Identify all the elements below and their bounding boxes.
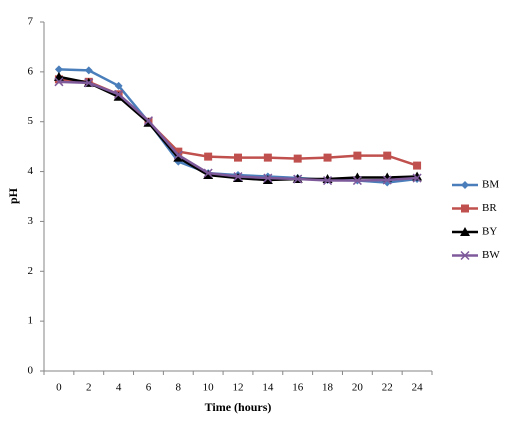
legend-label: BY bbox=[482, 226, 497, 238]
y-tick-label: 5 bbox=[28, 115, 34, 127]
marker bbox=[84, 78, 94, 88]
y-tick-label: 6 bbox=[28, 65, 34, 77]
marker bbox=[113, 91, 124, 101]
y-tick-label: 3 bbox=[28, 215, 34, 227]
marker bbox=[263, 153, 272, 162]
marker bbox=[263, 173, 273, 183]
marker bbox=[353, 151, 362, 160]
marker bbox=[352, 176, 362, 186]
legend-label: BM bbox=[482, 179, 499, 191]
marker bbox=[84, 66, 93, 75]
legend-label: BW bbox=[482, 249, 500, 261]
marker bbox=[173, 152, 184, 162]
marker bbox=[174, 147, 183, 156]
x-tick-label: 18 bbox=[322, 382, 334, 394]
marker bbox=[293, 174, 303, 184]
marker bbox=[323, 176, 333, 186]
marker bbox=[383, 151, 392, 160]
x-tick-label: 16 bbox=[292, 382, 304, 394]
x-tick-label: 6 bbox=[146, 382, 152, 394]
marker bbox=[323, 153, 332, 162]
marker bbox=[382, 175, 392, 185]
x-tick-label: 0 bbox=[56, 382, 62, 394]
x-tick-label: 4 bbox=[116, 382, 122, 394]
marker bbox=[413, 161, 422, 170]
y-axis-title: pH bbox=[6, 187, 20, 204]
series-line bbox=[58, 80, 418, 182]
marker bbox=[54, 65, 63, 74]
y-tick-label: 4 bbox=[28, 165, 34, 177]
marker bbox=[233, 172, 243, 182]
y-tick-label: 0 bbox=[28, 365, 34, 377]
marker bbox=[54, 77, 64, 87]
marker bbox=[203, 168, 213, 178]
x-tick-label: 10 bbox=[203, 382, 215, 394]
y-tick-label: 1 bbox=[28, 315, 34, 327]
marker bbox=[461, 204, 469, 213]
x-tick-label: 24 bbox=[412, 382, 424, 394]
marker bbox=[293, 154, 302, 163]
y-tick-label: 7 bbox=[28, 16, 34, 28]
marker bbox=[204, 152, 213, 161]
x-axis-title: Time (hours) bbox=[205, 400, 272, 414]
x-tick-label: 12 bbox=[233, 382, 244, 394]
marker bbox=[114, 81, 123, 90]
marker bbox=[114, 89, 124, 99]
y-tick-label: 2 bbox=[28, 265, 34, 277]
x-tick-label: 2 bbox=[86, 382, 92, 394]
marker bbox=[143, 116, 153, 126]
legend-label: BR bbox=[482, 202, 497, 214]
marker bbox=[412, 173, 422, 183]
marker bbox=[173, 150, 183, 160]
series-line bbox=[58, 68, 418, 184]
marker bbox=[461, 181, 469, 189]
marker bbox=[203, 170, 214, 180]
marker bbox=[262, 175, 273, 185]
x-tick-label: 22 bbox=[382, 382, 393, 394]
marker bbox=[234, 153, 242, 162]
x-tick-label: 20 bbox=[352, 382, 364, 394]
marker bbox=[460, 250, 470, 261]
x-tick-label: 14 bbox=[262, 382, 274, 394]
marker bbox=[460, 227, 470, 236]
x-tick-label: 8 bbox=[176, 382, 182, 394]
